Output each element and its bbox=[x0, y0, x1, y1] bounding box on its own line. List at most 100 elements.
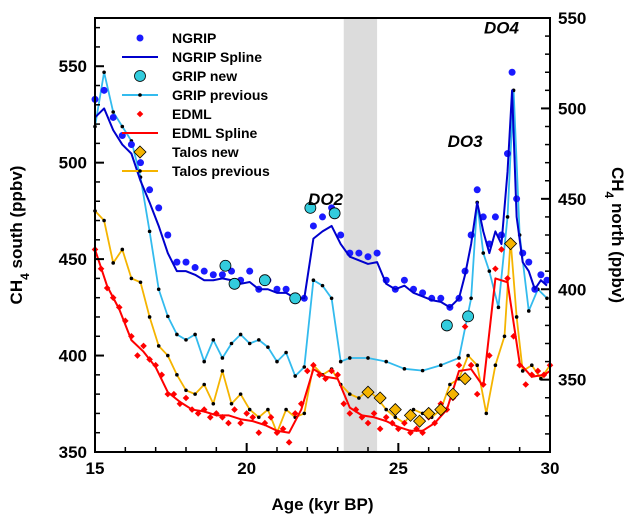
talos-previous-point bbox=[211, 401, 216, 406]
ngrip-point bbox=[491, 213, 499, 221]
y-right-tick-label: 350 bbox=[558, 371, 586, 390]
series-talos-new bbox=[361, 237, 518, 428]
edml-point bbox=[134, 352, 141, 359]
edml-point bbox=[473, 390, 481, 398]
y-axis-left-title: CH4 south (ppbv) bbox=[7, 166, 32, 305]
grip-previous-point bbox=[496, 305, 501, 310]
talos-previous-point bbox=[530, 363, 534, 368]
talos-previous-point bbox=[111, 261, 115, 265]
edml-point bbox=[267, 413, 275, 421]
grip-previous-point bbox=[284, 350, 288, 355]
talos-previous-point bbox=[202, 382, 206, 387]
ngrip-point bbox=[100, 86, 108, 94]
talos-previous-point bbox=[102, 218, 106, 223]
y-left-tick-label: 450 bbox=[59, 250, 87, 269]
ngrip-point bbox=[137, 159, 144, 167]
ngrip-point bbox=[437, 294, 445, 302]
edml-point bbox=[467, 361, 475, 369]
ngrip-point bbox=[537, 271, 545, 279]
series-grip-previous bbox=[93, 70, 549, 378]
x-tick-label: 20 bbox=[237, 459, 256, 478]
legend-label: EDML bbox=[172, 106, 212, 122]
grip-previous-point bbox=[166, 314, 170, 319]
talos-previous-point bbox=[120, 247, 125, 252]
edml-point bbox=[206, 413, 214, 421]
talos-previous-point bbox=[156, 344, 161, 348]
legend-swatch-marker bbox=[138, 93, 142, 97]
grip-previous-point bbox=[545, 296, 549, 301]
annotation-layer: DO2 DO3 DO4 bbox=[308, 18, 519, 209]
legend-label: NGRIP Spline bbox=[172, 49, 262, 65]
grip-previous-point bbox=[257, 338, 261, 342]
series-edml-spline bbox=[94, 249, 551, 434]
edml-point bbox=[304, 367, 311, 375]
legend-item-talos-previous: Talos previous bbox=[122, 163, 270, 179]
edml-point bbox=[273, 429, 281, 437]
grip-new-point bbox=[440, 319, 453, 332]
ngrip-point bbox=[218, 271, 226, 279]
talos-new-point bbox=[413, 414, 427, 428]
y-left-tick-label: 350 bbox=[59, 443, 87, 462]
ngrip-point bbox=[127, 141, 135, 149]
grip-previous-point bbox=[193, 332, 197, 337]
talos-new-point bbox=[504, 237, 518, 251]
x-tick-label: 30 bbox=[541, 459, 560, 478]
ngrip-point bbox=[146, 186, 154, 194]
edml-point bbox=[401, 419, 408, 427]
talos-new-point bbox=[434, 402, 448, 417]
edml-point bbox=[200, 406, 208, 413]
legend-label: GRIP previous bbox=[172, 87, 268, 103]
edml-point bbox=[346, 410, 354, 417]
y-right-tick-label: 450 bbox=[558, 190, 586, 209]
talos-previous-point bbox=[166, 353, 170, 358]
series-talos-previous bbox=[93, 209, 552, 435]
edml-point bbox=[419, 429, 426, 437]
grip-new-point bbox=[219, 259, 232, 272]
ngrip-point bbox=[355, 249, 363, 257]
shaded-region bbox=[343, 18, 378, 452]
grip-previous-point bbox=[120, 124, 125, 129]
legend-swatch-marker bbox=[136, 110, 144, 118]
tick-layer: 15 20 25 30 350 400 450 500 550 350 400 450 500 550 bbox=[59, 9, 587, 478]
talos-previous-point bbox=[266, 407, 270, 412]
talos-previous-point bbox=[475, 363, 480, 368]
legend-label: EDML Spline bbox=[172, 125, 258, 141]
grip-previous-point bbox=[229, 341, 234, 346]
ngrip-point bbox=[273, 285, 281, 293]
talos-new-point bbox=[373, 391, 387, 405]
y-axis-left-title-rest: south (ppbv) bbox=[7, 166, 26, 274]
edml-point bbox=[279, 425, 287, 433]
legend-swatch-marker bbox=[138, 169, 142, 173]
y-axis-right-title: CH4 north (ppbv) bbox=[602, 167, 627, 303]
grip-previous-point bbox=[457, 356, 461, 360]
grip-previous-point bbox=[481, 251, 486, 255]
edml-point bbox=[164, 390, 172, 398]
edml-point bbox=[231, 406, 238, 413]
talos-previous-point bbox=[129, 276, 134, 281]
legend-swatch-marker bbox=[134, 70, 146, 82]
legend-item-ngrip-spline: NGRIP Spline bbox=[122, 49, 262, 65]
edml-point bbox=[364, 419, 372, 427]
y-axis-left-title-subscript: 4 bbox=[18, 273, 32, 280]
edml-spline-line bbox=[94, 249, 551, 434]
grip-previous-point bbox=[366, 356, 370, 360]
legend-label: NGRIP bbox=[172, 30, 216, 46]
grip-previous-point bbox=[156, 287, 161, 292]
talos-previous-point bbox=[448, 382, 452, 387]
legend-item-grip-previous: GRIP previous bbox=[122, 87, 268, 103]
edml-point bbox=[182, 394, 190, 402]
grip-new-point bbox=[289, 292, 302, 305]
edml-point bbox=[516, 361, 523, 369]
edml-point bbox=[297, 400, 305, 408]
grip-previous-point bbox=[348, 356, 352, 360]
talos-previous-point bbox=[220, 369, 225, 373]
talos-previous-point bbox=[384, 407, 389, 412]
ngrip-spline-line bbox=[94, 89, 548, 309]
edml-point bbox=[291, 410, 299, 417]
edml-point bbox=[152, 361, 159, 369]
talos-previous-point bbox=[284, 407, 288, 412]
edml-point bbox=[243, 410, 250, 417]
talos-previous-point bbox=[520, 369, 525, 373]
grip-previous-point bbox=[247, 341, 252, 346]
grip-previous-point bbox=[293, 374, 298, 378]
